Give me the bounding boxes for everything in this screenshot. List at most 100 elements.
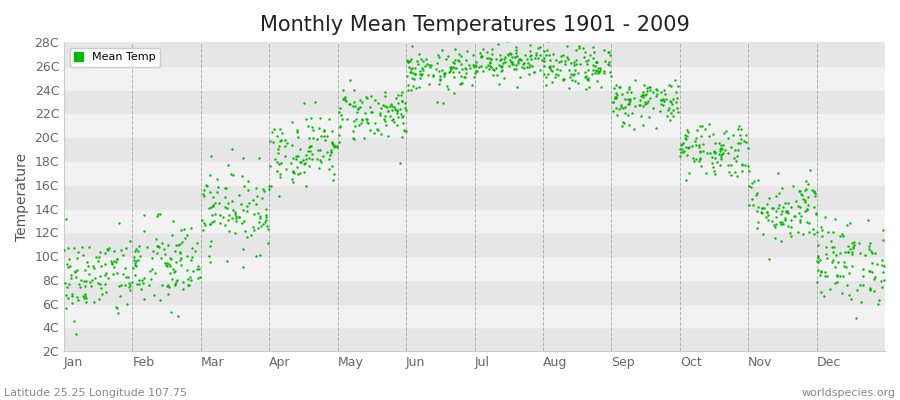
Point [847, 242, 861, 248]
Point [761, 212, 776, 218]
Point [562, 74, 577, 80]
Point [649, 92, 663, 99]
Point [162, 284, 176, 290]
Point [634, 92, 649, 98]
Point [661, 107, 675, 114]
Point [59, 304, 74, 311]
Point [324, 146, 338, 153]
Point [110, 256, 124, 262]
Point [506, 61, 520, 67]
Point [398, 104, 412, 111]
Point [288, 156, 302, 162]
Point [697, 141, 711, 147]
Point [482, 55, 496, 61]
Point [231, 214, 246, 220]
Point [127, 256, 141, 263]
Point [743, 184, 758, 190]
Point [404, 43, 419, 49]
Point [113, 247, 128, 253]
Point [830, 273, 844, 279]
Point [589, 67, 603, 74]
Point [239, 208, 254, 214]
Point [142, 268, 157, 274]
Point [628, 77, 643, 84]
Point [395, 120, 410, 127]
Point [716, 142, 730, 148]
Point [808, 190, 823, 196]
Point [675, 141, 689, 147]
Point [418, 63, 432, 69]
Point [670, 105, 684, 111]
Point [155, 240, 169, 246]
Point [466, 74, 481, 80]
Point [707, 149, 722, 155]
Point [617, 104, 632, 111]
Point [386, 115, 400, 122]
Point [508, 54, 522, 60]
Point [131, 248, 146, 254]
Point [607, 85, 621, 91]
Point [806, 188, 821, 195]
Point [640, 85, 654, 92]
Point [94, 285, 109, 291]
Point [680, 176, 694, 183]
Point [349, 116, 364, 122]
Point [220, 199, 235, 206]
Point [359, 116, 374, 122]
Point [454, 80, 468, 86]
Point [137, 212, 151, 218]
Point [129, 263, 143, 269]
Point [733, 123, 747, 129]
Point [142, 282, 157, 288]
Point [608, 95, 622, 102]
Point [202, 221, 217, 227]
Point [351, 105, 365, 111]
Point [399, 128, 413, 134]
Point [361, 120, 375, 127]
Point [148, 236, 163, 243]
Point [285, 141, 300, 148]
Point [654, 89, 669, 96]
Point [483, 60, 498, 67]
Point [270, 158, 284, 165]
Point [395, 89, 410, 95]
Point [273, 171, 287, 177]
Point [173, 257, 187, 263]
Point [342, 101, 356, 108]
Point [158, 246, 172, 252]
Point [573, 37, 588, 44]
Point [254, 223, 268, 230]
Point [865, 260, 879, 267]
Point [535, 56, 549, 63]
Point [668, 77, 682, 83]
Point [828, 264, 842, 270]
Point [795, 191, 809, 198]
Point [340, 116, 355, 122]
Point [663, 110, 678, 116]
Point [431, 52, 446, 58]
Point [636, 92, 651, 98]
Point [378, 102, 392, 109]
Point [329, 143, 344, 149]
Point [65, 300, 79, 307]
Point [252, 219, 266, 225]
Point [465, 82, 480, 88]
Point [729, 173, 743, 179]
Point [536, 71, 551, 77]
Point [484, 56, 499, 62]
Point [465, 62, 480, 68]
Point [691, 157, 706, 164]
Point [230, 213, 244, 220]
Point [469, 68, 483, 75]
Point [409, 85, 423, 92]
Point [408, 70, 422, 77]
Point [673, 153, 688, 159]
Point [286, 179, 301, 185]
Point [864, 248, 878, 254]
Point [91, 258, 105, 264]
Point [426, 72, 440, 79]
Point [454, 61, 468, 67]
Point [523, 53, 537, 59]
Point [253, 213, 267, 219]
Point [212, 212, 227, 218]
